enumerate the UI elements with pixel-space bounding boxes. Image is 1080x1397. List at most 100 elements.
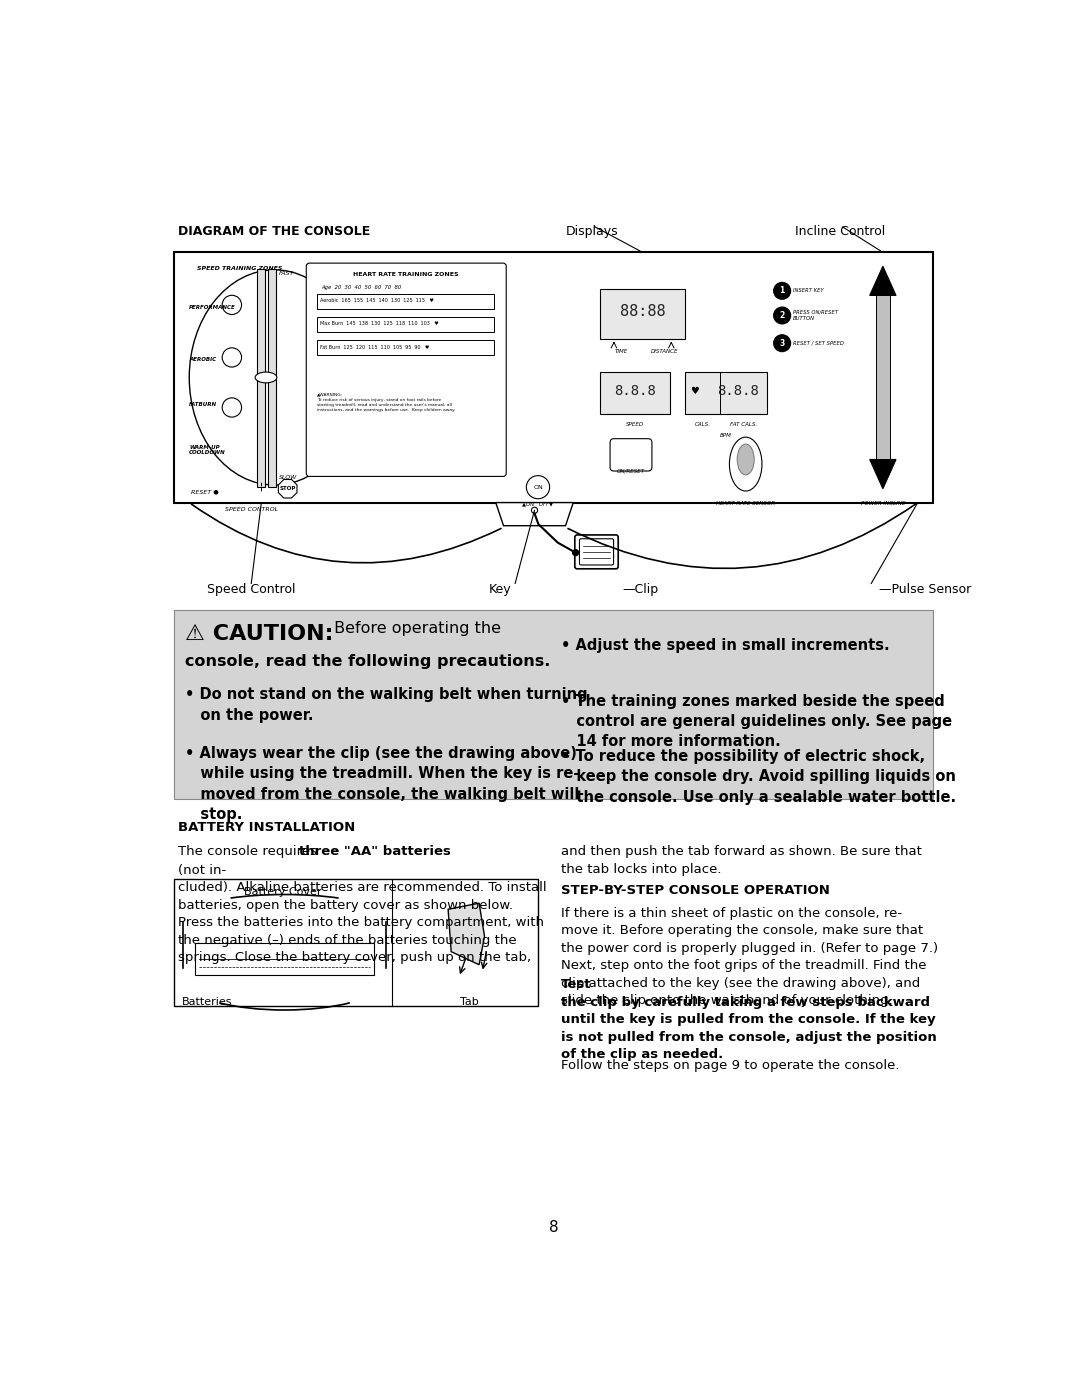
Text: 88:88: 88:88 (620, 303, 665, 319)
Text: INSERT KEY: INSERT KEY (793, 288, 824, 293)
Text: Key: Key (488, 584, 511, 597)
Bar (174, 610, 933, 799)
Text: ▲ON   OFF▼: ▲ON OFF▼ (523, 502, 554, 506)
Text: BATTERY INSTALLATION: BATTERY INSTALLATION (177, 820, 355, 834)
Circle shape (572, 549, 579, 556)
Polygon shape (869, 267, 896, 295)
Text: ON/RESET: ON/RESET (617, 469, 645, 474)
Text: RESET / SET SPEED: RESET / SET SPEED (793, 341, 843, 345)
Text: The console requires: The console requires (177, 845, 321, 858)
Circle shape (526, 475, 550, 499)
Text: • Do not stand on the walking belt when turning
   on the power.: • Do not stand on the walking belt when … (186, 687, 588, 722)
Text: 8.8.8: 8.8.8 (613, 384, 656, 398)
Bar (194, 943, 375, 975)
Text: Aerobic  165  155  145  140  130  125  115   ♥: Aerobic 165 155 145 140 130 125 115 ♥ (321, 299, 434, 303)
Text: STEP-BY-STEP CONSOLE OPERATION: STEP-BY-STEP CONSOLE OPERATION (562, 884, 831, 897)
Text: SPEED: SPEED (625, 422, 644, 426)
Bar (257, 270, 266, 488)
Ellipse shape (255, 372, 276, 383)
Text: Max Burn  145  138  130  125  118  110  103   ♥: Max Burn 145 138 130 125 118 110 103 ♥ (321, 321, 438, 327)
Text: Incline Control: Incline Control (795, 225, 886, 239)
Text: Displays: Displays (566, 225, 619, 239)
Text: (not in-
cluded). Alkaline batteries are recommended. To install
batteries, open: (not in- cluded). Alkaline batteries are… (177, 863, 546, 964)
Text: 8: 8 (549, 1221, 558, 1235)
Circle shape (773, 282, 791, 299)
Text: HEART RATE SENSOR: HEART RATE SENSOR (716, 502, 775, 506)
Bar (174, 879, 538, 1006)
Text: WARM-UP
COOLDOWN: WARM-UP COOLDOWN (189, 444, 226, 455)
Bar (685, 372, 767, 414)
Circle shape (773, 335, 791, 352)
Ellipse shape (738, 444, 754, 475)
Text: SPEED TRAINING ZONES: SPEED TRAINING ZONES (197, 267, 282, 271)
Text: console, read the following precautions.: console, read the following precautions. (186, 654, 551, 669)
Text: ▲WARNING:
To reduce risk of serious injury, stand on foot rails before
starting : ▲WARNING: To reduce risk of serious inju… (318, 393, 456, 412)
Bar (600, 372, 670, 414)
Text: • Always wear the clip (see the drawing above)
   while using the treadmill. Whe: • Always wear the clip (see the drawing … (186, 746, 580, 821)
FancyBboxPatch shape (575, 535, 618, 569)
Polygon shape (496, 503, 573, 525)
Bar (174, 253, 933, 503)
Polygon shape (279, 479, 297, 497)
FancyBboxPatch shape (580, 539, 613, 564)
Text: Tab: Tab (460, 997, 478, 1007)
Text: Before operating the: Before operating the (328, 622, 501, 636)
Text: STOP: STOP (280, 486, 296, 492)
Bar (318, 339, 494, 355)
Text: SLOW: SLOW (279, 475, 297, 481)
Text: If there is a thin sheet of plastic on the console, re-
move it. Before operatin: If there is a thin sheet of plastic on t… (562, 907, 939, 954)
Circle shape (531, 507, 538, 513)
Text: DIAGRAM OF THE CONSOLE: DIAGRAM OF THE CONSOLE (177, 225, 369, 239)
Text: —Pulse Sensor: —Pulse Sensor (879, 584, 971, 597)
Ellipse shape (189, 270, 360, 485)
Text: 8.8.8: 8.8.8 (717, 384, 759, 398)
Text: FATBURN: FATBURN (189, 402, 217, 408)
Ellipse shape (729, 437, 762, 490)
Text: 3: 3 (780, 338, 785, 348)
Text: Speed Control: Speed Control (207, 584, 296, 597)
Text: • Adjust the speed in small increments.: • Adjust the speed in small increments. (562, 638, 890, 654)
Text: three "AA" batteries: three "AA" batteries (299, 845, 451, 858)
Text: • The training zones marked beside the speed
   control are general guidelines o: • The training zones marked beside the s… (562, 693, 953, 749)
Text: PERFORMANCE: PERFORMANCE (189, 305, 237, 310)
Polygon shape (448, 902, 485, 965)
Text: ON: ON (534, 485, 543, 490)
Text: FAST: FAST (279, 271, 295, 277)
Circle shape (773, 307, 791, 324)
Text: Age  20  30  40  50  60  70  80: Age 20 30 40 50 60 70 80 (321, 285, 402, 289)
Circle shape (222, 348, 242, 367)
Text: DISTANCE: DISTANCE (650, 349, 678, 355)
Text: CALS.: CALS. (694, 422, 711, 426)
Bar (600, 289, 685, 338)
Circle shape (222, 295, 242, 314)
Text: Fat Burn  125  120  115  110  105  95  90   ♥: Fat Burn 125 120 115 110 105 95 90 ♥ (321, 345, 430, 349)
Text: ♥: ♥ (690, 386, 699, 395)
Text: Test
the clip by carefully taking a few steps backward
until the key is pulled f: Test the clip by carefully taking a few … (562, 978, 937, 1062)
Text: Battery Cover: Battery Cover (244, 887, 322, 897)
FancyBboxPatch shape (610, 439, 652, 471)
Text: • To reduce the possibility of electric shock,
   keep the console dry. Avoid sp: • To reduce the possibility of electric … (562, 749, 957, 805)
Bar (876, 295, 890, 460)
Bar (318, 317, 494, 331)
Text: ⚠ CAUTION:: ⚠ CAUTION: (186, 624, 334, 644)
Text: HEART RATE TRAINING ZONES: HEART RATE TRAINING ZONES (353, 272, 459, 278)
Text: TIME: TIME (615, 349, 627, 355)
Text: Next, step onto the foot grips of the treadmill. Find the
clip attached to the k: Next, step onto the foot grips of the tr… (562, 960, 927, 1007)
Text: and then push the tab forward as shown. Be sure that
the tab locks into place.: and then push the tab forward as shown. … (562, 845, 922, 876)
Text: AEROBIC: AEROBIC (189, 358, 216, 362)
Circle shape (222, 398, 242, 418)
Bar (318, 293, 494, 309)
Text: RESET ●: RESET ● (191, 489, 218, 495)
Text: —Clip: —Clip (622, 584, 658, 597)
FancyBboxPatch shape (307, 263, 507, 476)
Text: POWER INCLINE: POWER INCLINE (861, 502, 905, 506)
Text: FAT CALS.: FAT CALS. (730, 422, 757, 426)
Bar (268, 270, 276, 488)
Text: 1: 1 (780, 286, 785, 295)
Polygon shape (869, 460, 896, 489)
Text: SPEED CONTROL: SPEED CONTROL (225, 507, 278, 513)
Text: BPM: BPM (720, 433, 732, 437)
Text: 2: 2 (780, 312, 785, 320)
Text: Follow the steps on page 9 to operate the console.: Follow the steps on page 9 to operate th… (562, 1059, 900, 1073)
Text: PRESS ON/RESET
BUTTON: PRESS ON/RESET BUTTON (793, 310, 838, 321)
